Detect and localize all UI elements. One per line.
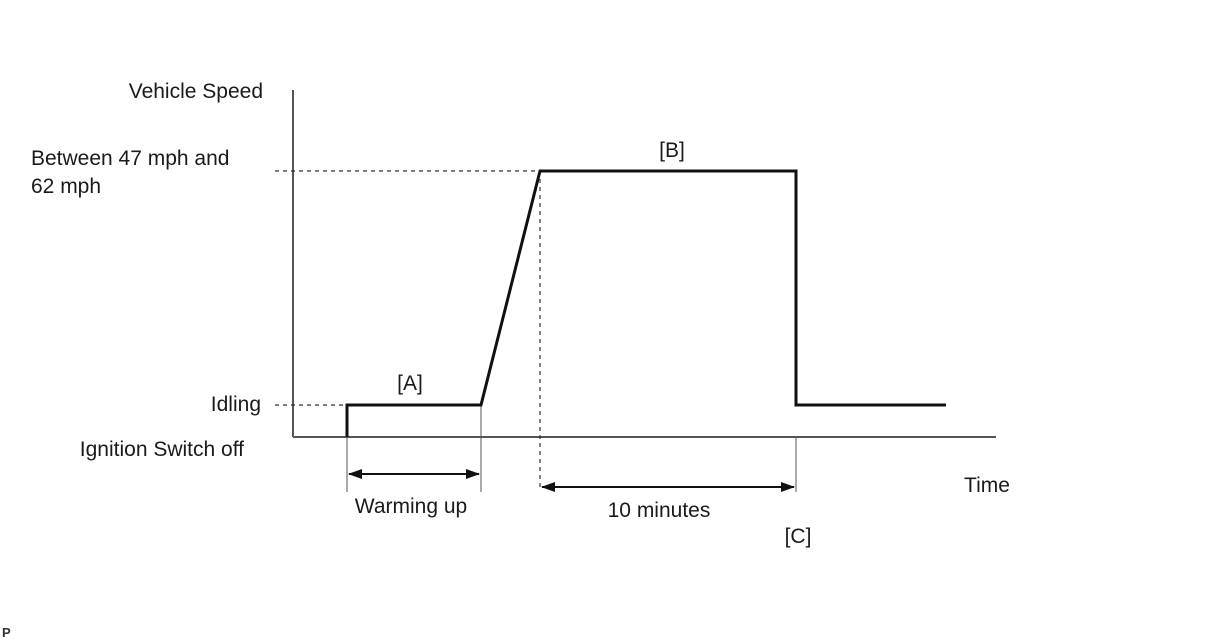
marker-c-label: [C] (785, 525, 812, 548)
warming-up-label: Warming up (355, 495, 467, 518)
idling-label: Idling (211, 393, 261, 416)
y-axis-label: Vehicle Speed (129, 80, 263, 103)
speed-profile-line (345, 169, 946, 437)
ten-minutes-label: 10 minutes (608, 499, 711, 522)
marker-b-label: [B] (659, 139, 685, 162)
marker-a-label: [A] (397, 372, 423, 395)
speed-level-label-line2: 62 mph (31, 175, 101, 198)
x-axis-label: Time (964, 474, 1010, 497)
corner-mark: P (2, 625, 11, 640)
speed-level-label-line1: Between 47 mph and (31, 147, 229, 170)
ignition-off-label: Ignition Switch off (80, 438, 244, 461)
